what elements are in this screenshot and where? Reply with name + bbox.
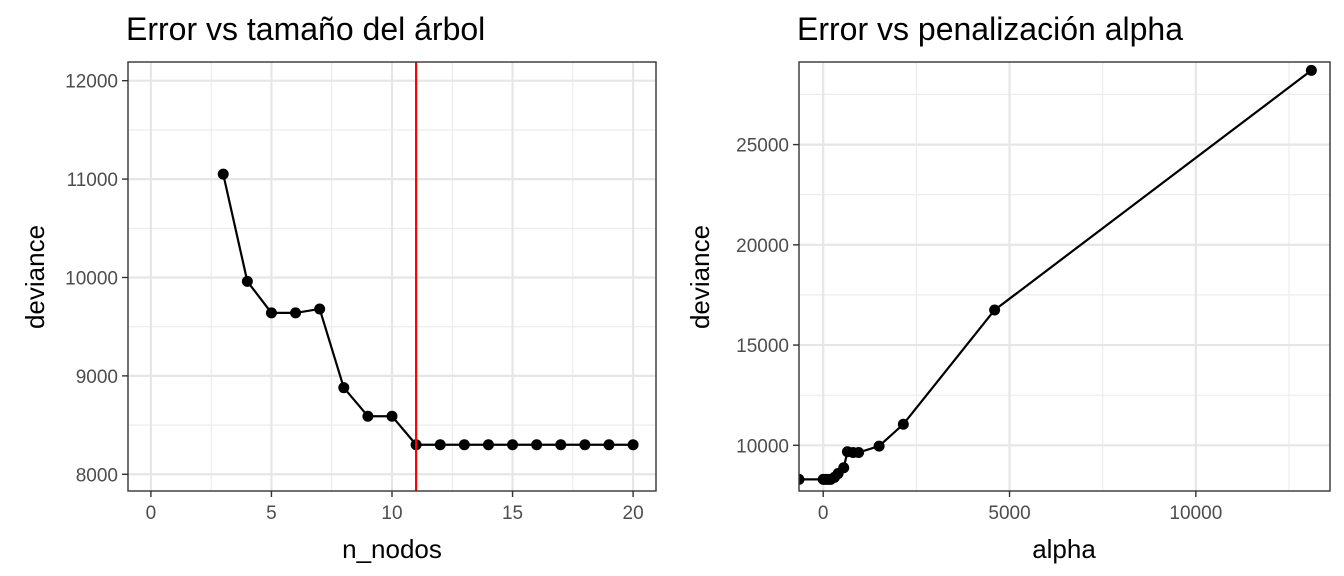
right-x-tick-label: 5000 [988, 503, 1030, 524]
left-x-tick-label: 5 [266, 503, 277, 524]
left-plot-area [217, 62, 639, 491]
right-y-axis-label: deviance [685, 225, 715, 329]
left-y-axis-label: deviance [20, 225, 50, 329]
right-x-axis-label: alpha [1032, 534, 1096, 564]
left-series-line [222, 173, 634, 446]
left-data-point [555, 439, 567, 451]
left-data-point [579, 439, 591, 451]
left-data-point [241, 275, 253, 287]
left-grid [128, 62, 656, 491]
right-chart-title: Error vs penalización alpha [797, 11, 1183, 47]
right-data-point [853, 447, 865, 459]
left-y-tick-label: 11000 [67, 170, 118, 191]
left-x-tick-label: 15 [502, 503, 523, 524]
left-data-point [265, 307, 277, 319]
left-panel-border [127, 61, 657, 492]
left-y-tick-label: 10000 [65, 268, 118, 289]
left-data-point [434, 439, 446, 451]
left-x-tick-label: 10 [381, 503, 402, 524]
right-data-point [799, 473, 805, 485]
right-y-tick-label: 25000 [736, 136, 789, 157]
right-y-tick-label: 15000 [736, 336, 789, 357]
left-x-tick-label: 0 [146, 503, 157, 524]
right-y-tick-label: 10000 [736, 436, 789, 457]
left-y-tick-label: 12000 [65, 72, 118, 93]
left-y-tick-label: 8000 [76, 465, 118, 486]
right-data-point [838, 462, 850, 474]
right-series-line [799, 69, 1313, 481]
left-data-point [314, 303, 326, 315]
left-chart-title: Error vs tamaño del árbol [126, 11, 485, 47]
left-x-axis-label: n_nodos [342, 534, 442, 564]
right-y-tick-label: 20000 [736, 236, 789, 257]
right-data-point [897, 418, 909, 430]
left-data-point [458, 439, 470, 451]
left-data-point [531, 439, 543, 451]
right-chart: Error vs penalización alpha alpha devian… [685, 11, 1331, 564]
right-data-point [873, 440, 885, 452]
left-x-tick-label: 20 [623, 503, 644, 524]
left-data-point [338, 382, 350, 394]
left-chart: Error vs tamaño del árbol n_nodos devian… [20, 11, 657, 564]
left-y-tick-label: 9000 [76, 367, 118, 388]
right-plot-area [799, 64, 1317, 485]
left-data-point [386, 410, 398, 422]
right-data-point [989, 304, 1001, 316]
left-data-point [362, 410, 374, 422]
right-data-point [1305, 64, 1317, 76]
right-panel-border [798, 61, 1331, 492]
left-data-point [290, 307, 302, 319]
left-data-point [627, 439, 639, 451]
left-data-point [482, 439, 494, 451]
right-x-tick-label: 10000 [1169, 503, 1222, 524]
right-x-tick-label: 0 [818, 503, 829, 524]
left-data-point [507, 439, 519, 451]
left-data-point [217, 168, 229, 180]
left-data-point [603, 439, 615, 451]
right-grid [799, 62, 1330, 491]
